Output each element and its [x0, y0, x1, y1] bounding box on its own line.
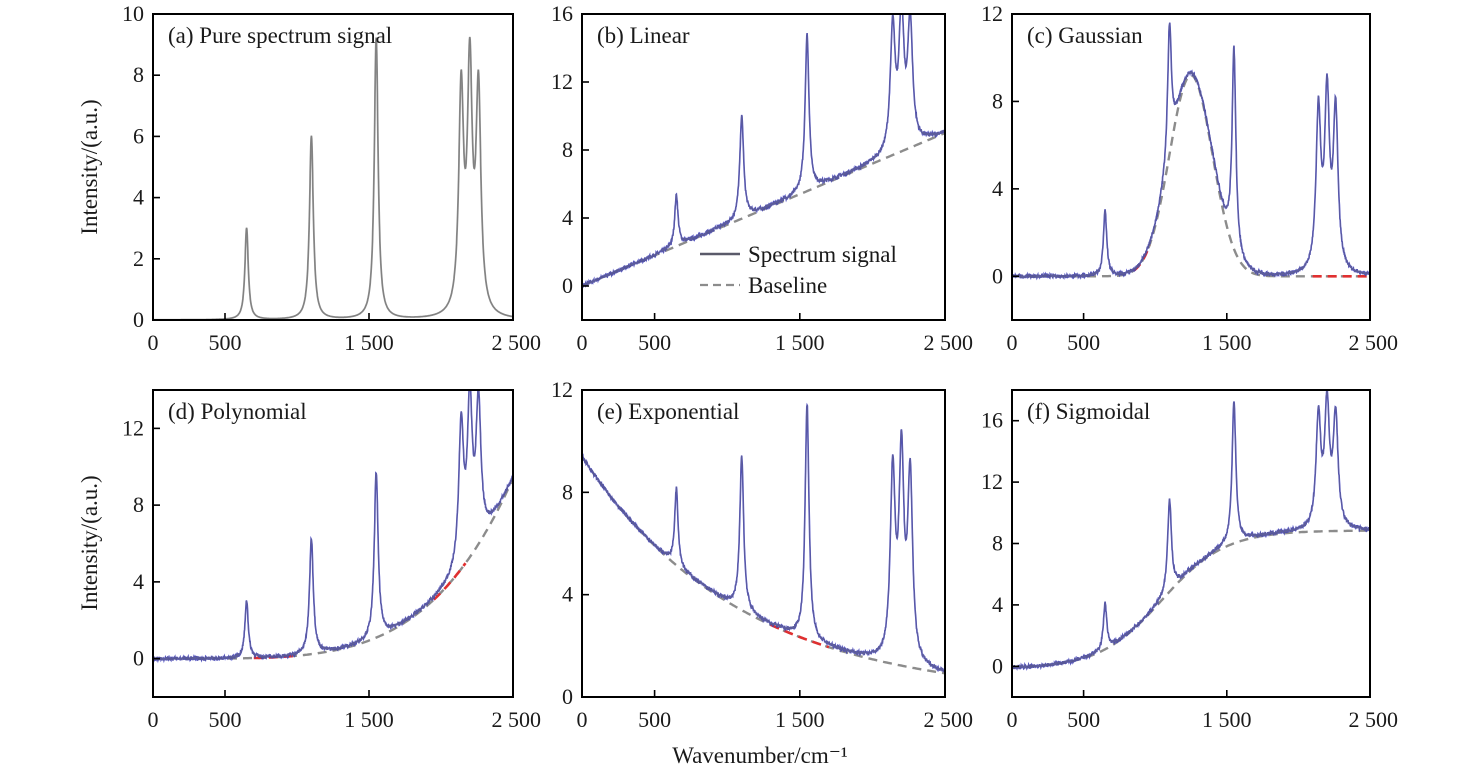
y-tick-label-d-0: 0 — [133, 646, 144, 671]
y-tick-label-b-3: 12 — [551, 69, 573, 94]
y-tick-label-b-2: 8 — [562, 137, 573, 162]
y-tick-label-d-3: 12 — [122, 415, 144, 440]
baseline-line-f — [1012, 529, 1370, 669]
y-tick-label-c-1: 4 — [992, 176, 1003, 201]
y-tick-label-b-1: 4 — [562, 205, 573, 230]
x-tick-label-c-2: 1 500 — [1202, 330, 1252, 355]
panel-title-c: (c) Gaussian — [1027, 23, 1143, 48]
y-tick-label-c-3: 12 — [981, 1, 1003, 26]
baseline-highlight-d — [253, 562, 467, 660]
x-tick-label-d-0: 0 — [148, 707, 159, 732]
signal-overlay-d — [153, 390, 513, 663]
x-tick-label-e-1: 500 — [638, 707, 671, 732]
y-tick-label-e-3: 12 — [551, 377, 573, 402]
baseline-line-d — [153, 477, 513, 660]
x-tick-label-c-0: 0 — [1007, 330, 1018, 355]
panel-title-f: (f) Sigmoidal — [1027, 399, 1150, 424]
y-tick-label-a-5: 10 — [122, 1, 144, 26]
panel-title-b: (b) Linear — [597, 23, 690, 48]
y-tick-label-f-4: 16 — [981, 408, 1003, 433]
x-axis-title: Wavenumber/cm⁻¹ — [672, 743, 848, 768]
panel-c: 0 4 8 12 0 500 1 500 2 500 (c) Gaussian — [981, 1, 1398, 355]
panel-f: 0 4 8 12 16 0 500 1 500 2 500 (f) Sigmoidal — [981, 389, 1398, 732]
panel-e: 0 4 8 12 0 500 1 500 2 500 (e) Exponential — [551, 377, 973, 732]
x-tick-label-b-1: 500 — [638, 330, 671, 355]
x-tick-label-e-3: 2 500 — [924, 707, 974, 732]
x-tick-label-f-3: 2 500 — [1349, 707, 1399, 732]
y-tick-label-a-2: 4 — [133, 185, 144, 210]
x-tick-label-b-3: 2 500 — [924, 330, 974, 355]
baseline-highlight-e — [770, 623, 830, 649]
panel-a: 0 2 4 6 8 10 0 500 1 500 2 500 (a) Pure spectrum s… — [122, 1, 541, 355]
x-tick-label-e-0: 0 — [577, 707, 588, 732]
panel-title-e: (e) Exponential — [597, 399, 739, 424]
x-tick-label-d-1: 500 — [209, 707, 242, 732]
signal-overlay-b — [582, 14, 945, 288]
y-tick-label-e-1: 4 — [562, 582, 573, 607]
x-tick-label-e-2: 1 500 — [775, 707, 825, 732]
plot-frame-a — [152, 13, 514, 321]
signal-overlay-a — [153, 36, 513, 320]
y-tick-label-c-2: 8 — [992, 88, 1003, 113]
legend-baseline-label: Baseline — [748, 273, 827, 298]
x-tick-label-b-0: 0 — [577, 330, 588, 355]
plot-frame-d — [152, 389, 514, 698]
x-tick-label-f-2: 1 500 — [1202, 707, 1252, 732]
plot-frame-c — [1011, 13, 1371, 321]
signal-overlay-f — [1012, 390, 1370, 671]
y-tick-label-f-1: 4 — [992, 592, 1003, 617]
x-tick-label-d-2: 1 500 — [344, 707, 394, 732]
x-tick-label-a-3: 2 500 — [492, 330, 542, 355]
y-axis-title-bottom: Intensity/(a.u.) — [77, 475, 102, 610]
legend: Spectrum signal Baseline — [700, 242, 897, 298]
panel-title-a: (a) Pure spectrum signal — [168, 23, 392, 48]
plot-frame-e — [581, 389, 946, 698]
x-tick-label-b-2: 1 500 — [775, 330, 825, 355]
y-tick-label-f-0: 0 — [992, 653, 1003, 678]
y-tick-label-c-0: 0 — [992, 263, 1003, 288]
y-tick-label-a-0: 0 — [133, 307, 144, 332]
panel-title-d: (d) Polynomial — [168, 399, 307, 424]
signal-overlay-e — [582, 403, 945, 673]
y-tick-label-e-0: 0 — [562, 684, 573, 709]
x-tick-label-f-0: 0 — [1007, 707, 1018, 732]
x-tick-label-f-1: 500 — [1067, 707, 1100, 732]
y-axis-title-top: Intensity/(a.u.) — [77, 99, 102, 234]
x-tick-label-d-3: 2 500 — [492, 707, 542, 732]
panels: 0 2 4 6 8 10 0 500 1 500 2 500 (a) Pure spectrum s… — [122, 1, 1398, 732]
y-tick-label-e-2: 8 — [562, 479, 573, 504]
y-tick-label-d-1: 4 — [133, 569, 144, 594]
y-tick-label-f-2: 8 — [992, 531, 1003, 556]
signal-overlay-c — [1012, 22, 1370, 280]
x-tick-label-c-3: 2 500 — [1349, 330, 1399, 355]
x-tick-label-a-1: 500 — [209, 330, 242, 355]
panel-b: 0 4 8 12 16 0 500 1 500 2 500 (b) Linear Spectrum … — [551, 1, 974, 355]
x-tick-label-a-2: 1 500 — [344, 330, 394, 355]
signal-line-f — [1012, 390, 1370, 671]
y-tick-label-d-2: 8 — [133, 492, 144, 517]
y-tick-label-b-4: 16 — [551, 1, 573, 26]
plot-frame-b — [581, 13, 946, 321]
panel-d: 0 4 8 12 0 500 1 500 2 500 (d) Polynomial — [122, 389, 542, 732]
x-tick-label-a-0: 0 — [148, 330, 159, 355]
y-tick-label-b-0: 0 — [562, 273, 573, 298]
y-tick-label-a-4: 8 — [133, 62, 144, 87]
y-tick-label-a-1: 2 — [133, 246, 144, 271]
legend-signal-label: Spectrum signal — [748, 242, 897, 267]
y-tick-label-f-3: 12 — [981, 469, 1003, 494]
y-tick-label-a-3: 6 — [133, 123, 144, 148]
x-tick-label-c-1: 500 — [1067, 330, 1100, 355]
baseline-line-e — [582, 455, 945, 675]
